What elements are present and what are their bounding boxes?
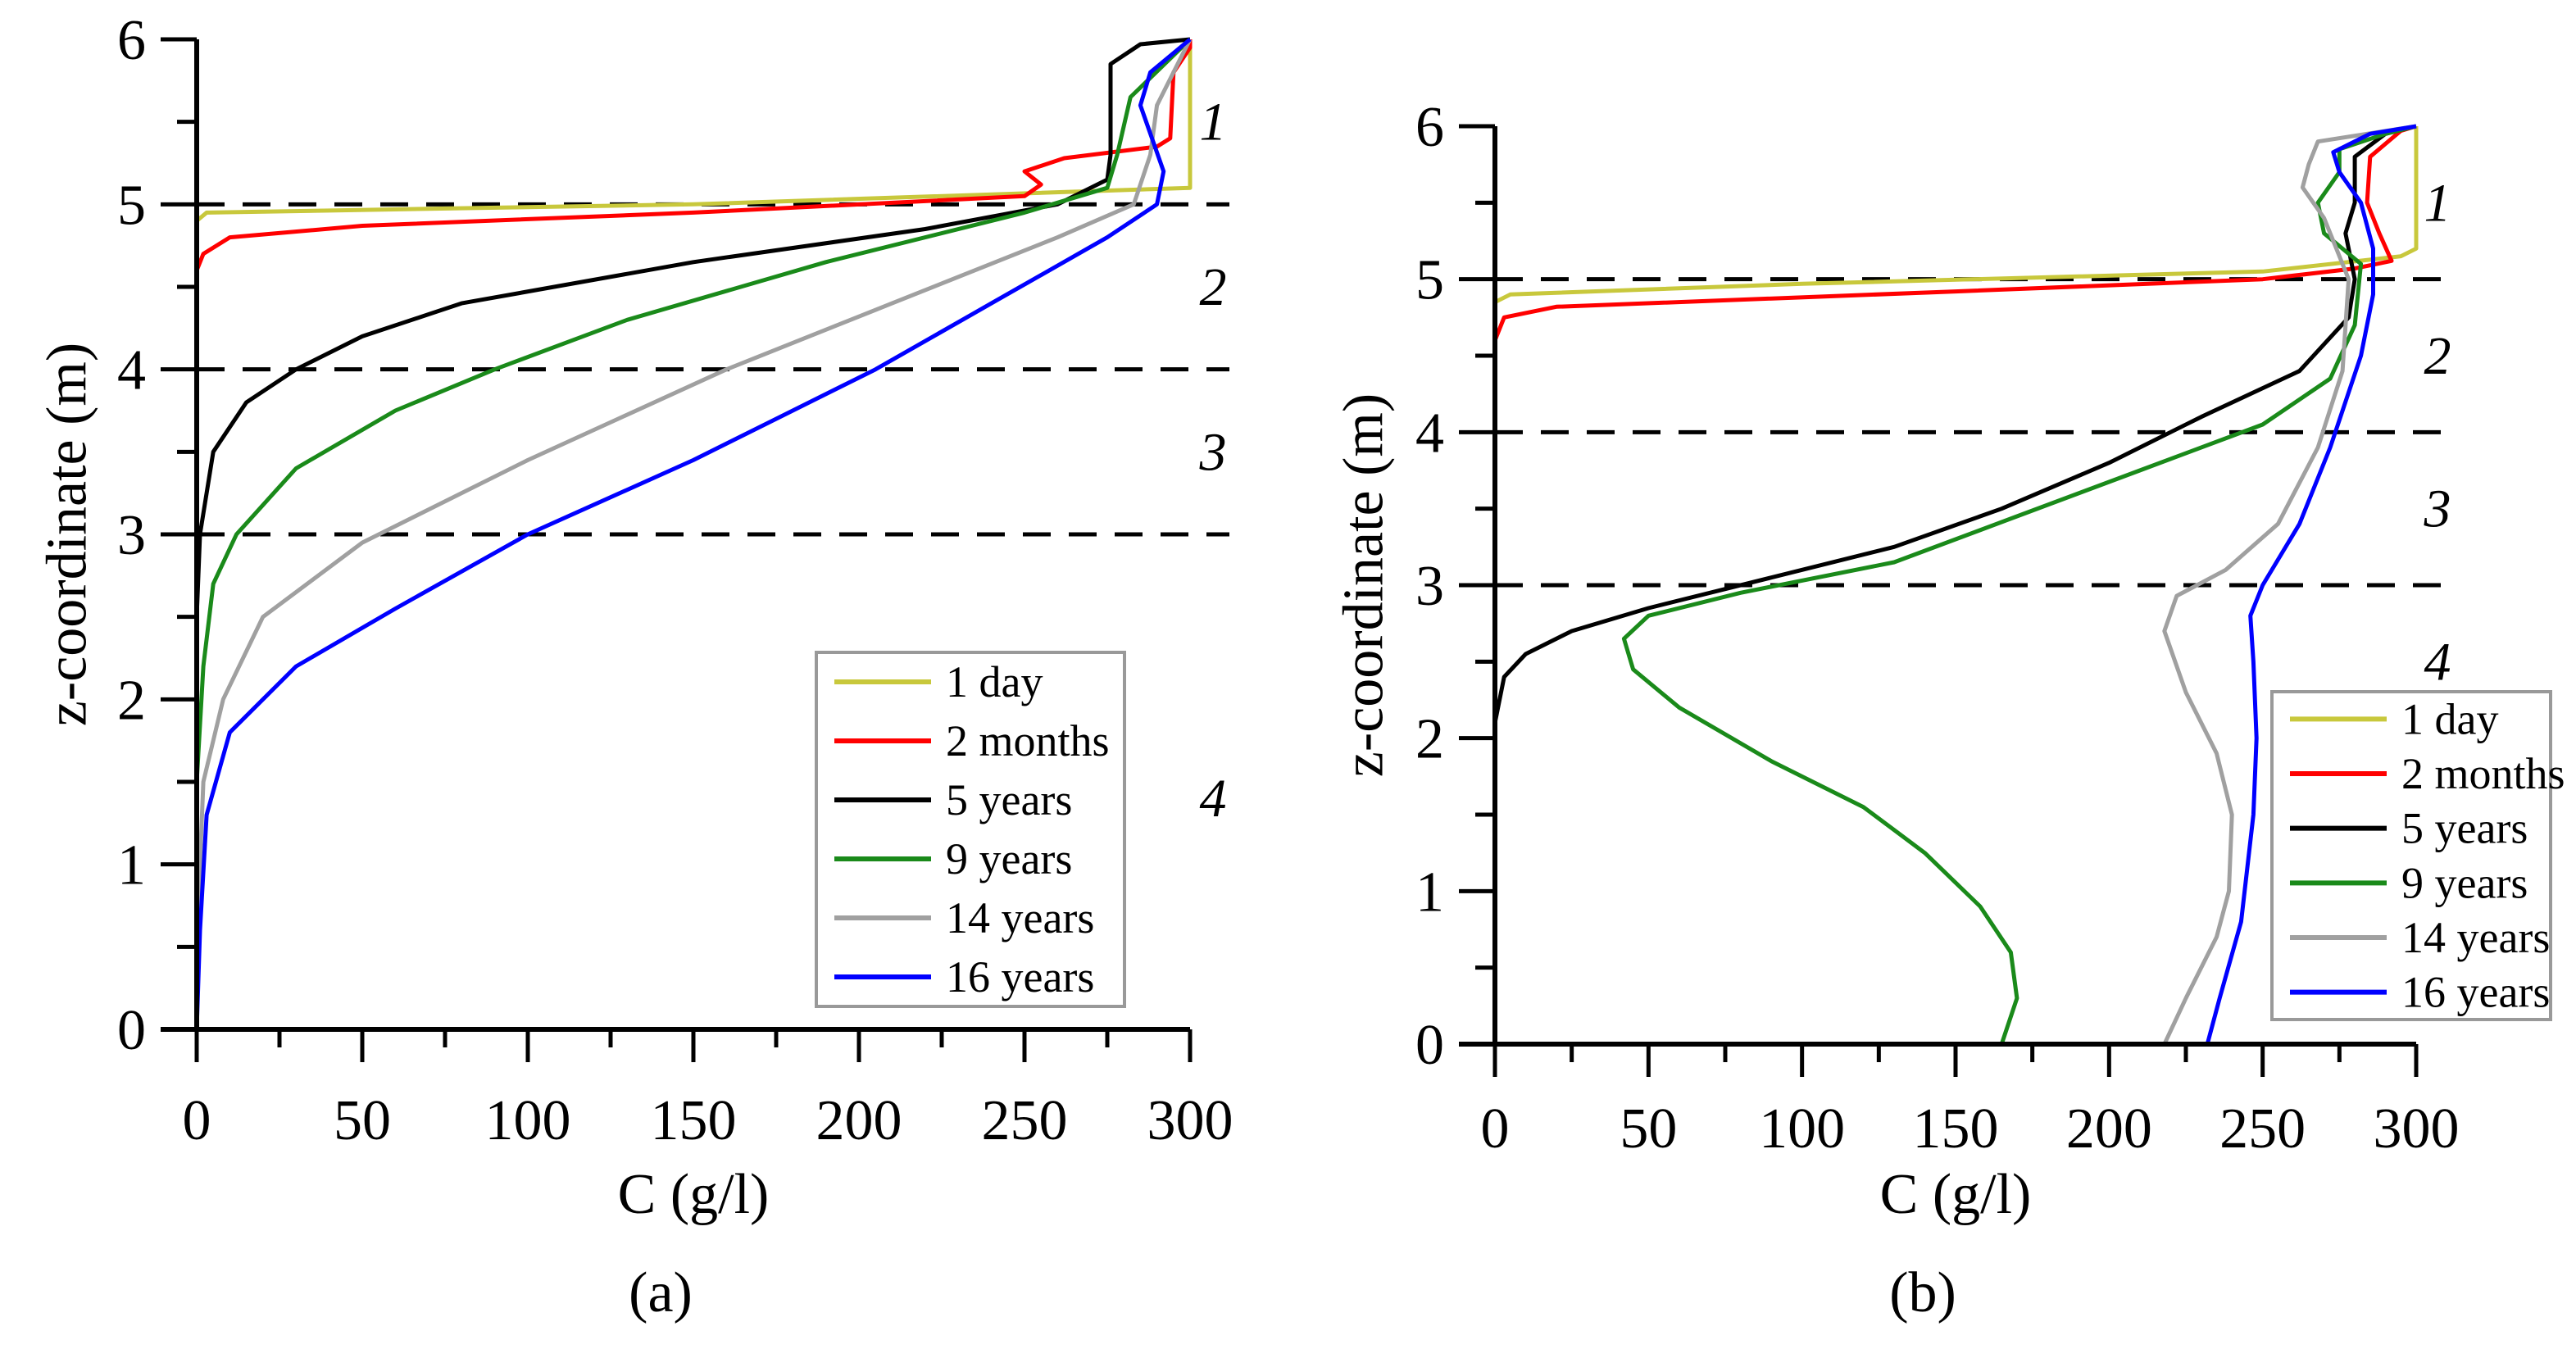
y-tick-label: 3 [117, 504, 146, 567]
legend-label: 1 day [946, 657, 1043, 706]
legend-label: 16 years [2401, 968, 2550, 1017]
y-tick-label: 0 [117, 999, 146, 1062]
legend-label: 16 years [946, 952, 1094, 1002]
legend-label: 9 years [2401, 858, 2528, 907]
x-tick-label: 50 [334, 1089, 391, 1152]
y-tick-label: 1 [117, 834, 146, 897]
legend-label: 14 years [2401, 913, 2550, 962]
zone-label: 3 [1199, 422, 1227, 482]
series-line-16-years [2205, 124, 2417, 1045]
panel-label: (b) [1889, 1261, 1956, 1324]
y-tick-label: 0 [1415, 1014, 1444, 1077]
x-tick-label: 300 [2374, 1097, 2460, 1161]
x-tick-label: 0 [1481, 1097, 1510, 1161]
zone-label: 1 [2424, 173, 2451, 233]
legend-label: 14 years [946, 893, 1094, 942]
x-tick-label: 0 [183, 1089, 211, 1152]
y-tick-label: 5 [1415, 249, 1444, 312]
legend-label: 2 months [2401, 749, 2565, 798]
zone-label: 4 [2424, 632, 2451, 692]
legend-label: 9 years [946, 834, 1072, 883]
series-line-14-years [194, 38, 1193, 1030]
y-tick-label: 2 [1415, 708, 1444, 771]
x-tick-label: 150 [651, 1089, 737, 1152]
x-tick-label: 200 [816, 1089, 902, 1152]
series-line-5-years [194, 37, 1191, 1029]
legend: 1 day 2 months 5 years 9 years 14 years 16 ye… [815, 651, 1126, 1008]
series-line-2-months [194, 39, 1193, 1029]
x-tick-label: 250 [2219, 1097, 2306, 1161]
x-tick-label: 50 [1620, 1097, 1677, 1161]
x-tick-label: 250 [982, 1089, 1068, 1152]
series-line-2-months [1492, 124, 2417, 1044]
y-tick-label: 4 [1415, 402, 1444, 465]
series-line-9-years [1621, 124, 2417, 1045]
y-axis-title: z-coordinate (m) [36, 343, 99, 726]
zone-label: 3 [2424, 479, 2451, 539]
x-tick-label: 200 [2066, 1097, 2152, 1161]
y-tick-label: 1 [1415, 861, 1444, 924]
series-line-1-day [1492, 126, 2419, 1044]
zone-label: 2 [2424, 326, 2451, 386]
legend: 1 day 2 months 5 years 9 years 14 years 16 ye… [2270, 690, 2565, 1021]
y-tick-label: 4 [117, 339, 146, 402]
y-tick-label: 3 [1415, 555, 1444, 618]
x-tick-label: 150 [1913, 1097, 1999, 1161]
chart-panel-b: 0 50 100 150 200 250 300 0 1 2 3 4 5 6 C (g/l) z-coordi… [1333, 96, 2565, 1324]
x-axis-title: C (g/l) [618, 1163, 770, 1226]
legend-label: 5 years [2401, 804, 2528, 853]
y-axis-title: z-coordinate (m) [1333, 393, 1396, 777]
x-tick-label: 300 [1147, 1089, 1233, 1152]
series-line-16-years [194, 38, 1192, 1030]
zone-label: 1 [1200, 93, 1227, 152]
zone-label: 2 [1200, 257, 1227, 317]
chart-panel-a: 0 50 100 150 200 250 300 0 1 2 3 4 5 6 C (g/l) z-coordi… [36, 9, 1233, 1324]
legend-label: 5 years [946, 775, 1072, 824]
y-tick-label: 2 [117, 669, 146, 732]
legend-label: 2 months [946, 716, 1110, 765]
legend-label: 1 day [2401, 694, 2498, 743]
series-line-9-years [194, 38, 1192, 1029]
panel-label: (a) [629, 1261, 693, 1324]
x-tick-label: 100 [1759, 1097, 1845, 1161]
legend-box [2270, 690, 2552, 1021]
y-tick-label: 6 [117, 9, 146, 72]
zone-label: 4 [1200, 769, 1227, 829]
x-axis-title: C (g/l) [1880, 1163, 2032, 1226]
series-line-5-years [1492, 124, 2417, 1044]
y-tick-label: 5 [117, 174, 146, 237]
x-tick-label: 100 [485, 1089, 571, 1152]
series-line-14-years [2162, 124, 2417, 1046]
y-tick-label: 6 [1415, 96, 1444, 159]
legend-box [815, 651, 1126, 1008]
